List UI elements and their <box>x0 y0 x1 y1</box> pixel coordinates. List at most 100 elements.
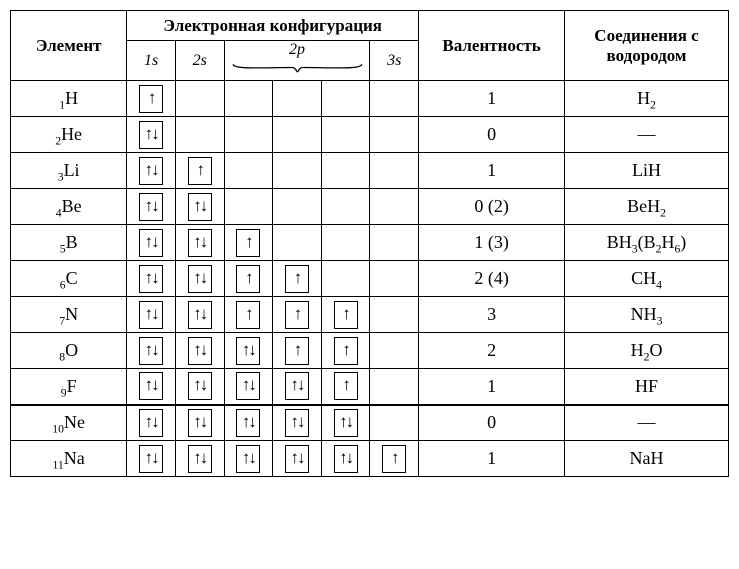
orbital-cell <box>224 189 273 225</box>
compound-cell: HF <box>565 369 729 405</box>
orbital-cell <box>273 189 322 225</box>
orbital-cell <box>370 369 419 405</box>
orbital-cell <box>321 117 370 153</box>
valence-cell: 0 <box>419 405 565 441</box>
orbital-box: ↑ <box>236 265 260 293</box>
compound-cell: BeH2 <box>565 189 729 225</box>
orbital-box: ↑↓ <box>334 409 358 437</box>
orbital-box: ↑ <box>188 157 212 185</box>
compound-cell: NH3 <box>565 297 729 333</box>
orbital-cell: ↑↓ <box>175 441 224 477</box>
header-valence: Валентность <box>419 11 565 81</box>
orbital-cell: ↑↓ <box>321 405 370 441</box>
orbital-cell: ↑ <box>321 297 370 333</box>
header-compounds: Соединения с водородом <box>565 11 729 81</box>
compound-cell: LiH <box>565 153 729 189</box>
orbital-cell: ↑ <box>273 297 322 333</box>
element-cell: 7N <box>11 297 127 333</box>
element-cell: 11Na <box>11 441 127 477</box>
orbital-cell: ↑↓ <box>273 405 322 441</box>
compound-cell: H2 <box>565 81 729 117</box>
orbital-box: ↑↓ <box>236 372 260 400</box>
orbital-cell: ↑↓ <box>224 369 273 405</box>
orbital-box: ↑↓ <box>139 229 163 257</box>
element-cell: 8O <box>11 333 127 369</box>
orbital-cell: ↑ <box>273 333 322 369</box>
orbital-cell <box>321 153 370 189</box>
orbital-cell: ↑ <box>321 369 370 405</box>
orbital-box: ↑ <box>285 265 309 293</box>
orbital-cell: ↑↓ <box>127 441 176 477</box>
orbital-cell <box>224 81 273 117</box>
table-row: 4Be ↑↓ ↑↓ 0 (2)BeH2 <box>11 189 729 225</box>
orbital-cell: ↑↓ <box>175 405 224 441</box>
orbital-cell <box>273 225 322 261</box>
orbital-cell <box>370 189 419 225</box>
orbital-box: ↑↓ <box>285 445 309 473</box>
table-row: 7N↑↓↑↓↑↑↑3NH3 <box>11 297 729 333</box>
orbital-cell <box>370 297 419 333</box>
orbital-box: ↑↓ <box>236 409 260 437</box>
valence-cell: 1 (3) <box>419 225 565 261</box>
compound-cell: H2O <box>565 333 729 369</box>
element-cell: 3Li <box>11 153 127 189</box>
orbital-cell: ↑ <box>127 81 176 117</box>
orbital-box: ↑↓ <box>139 265 163 293</box>
orbital-box: ↑↓ <box>188 265 212 293</box>
valence-cell: 1 <box>419 153 565 189</box>
orbital-box: ↑↓ <box>139 409 163 437</box>
orbital-cell: ↑↓ <box>127 261 176 297</box>
orbital-cell: ↑↓ <box>127 189 176 225</box>
orbital-cell <box>321 261 370 297</box>
orbital-cell <box>370 81 419 117</box>
element-cell: 4Be <box>11 189 127 225</box>
orbital-box: ↑↓ <box>139 157 163 185</box>
orbital-box: ↑↓ <box>139 445 163 473</box>
orbital-box: ↑ <box>285 301 309 329</box>
orbital-box: ↑↓ <box>236 445 260 473</box>
compound-cell: — <box>565 117 729 153</box>
orbital-cell: ↑ <box>175 153 224 189</box>
orbital-cell <box>370 117 419 153</box>
orbital-cell <box>175 117 224 153</box>
orbital-cell <box>321 225 370 261</box>
valence-cell: 2 (4) <box>419 261 565 297</box>
valence-cell: 0 (2) <box>419 189 565 225</box>
element-cell: 9F <box>11 369 127 405</box>
table-row: 5B↑↓↑↓↑1 (3)BH3(B2H6) <box>11 225 729 261</box>
orbital-cell <box>370 261 419 297</box>
orbital-box: ↑↓ <box>236 337 260 365</box>
orbital-cell <box>224 153 273 189</box>
orbital-cell <box>175 81 224 117</box>
orbital-box: ↑↓ <box>139 193 163 221</box>
orbital-cell <box>273 81 322 117</box>
orbital-box: ↑↓ <box>139 372 163 400</box>
orbital-cell: ↑ <box>370 441 419 477</box>
orbital-box: ↑ <box>334 301 358 329</box>
orbital-box: ↑ <box>285 337 309 365</box>
valence-cell: 3 <box>419 297 565 333</box>
orbital-cell: ↑↓ <box>127 369 176 405</box>
element-cell: 6C <box>11 261 127 297</box>
orbital-box: ↑↓ <box>285 372 309 400</box>
orbital-cell <box>273 153 322 189</box>
orbital-box: ↑↓ <box>188 193 212 221</box>
valence-cell: 2 <box>419 333 565 369</box>
orbital-cell: ↑ <box>224 297 273 333</box>
table-row: 2He↑↓0— <box>11 117 729 153</box>
valence-cell: 1 <box>419 81 565 117</box>
orbital-cell <box>370 333 419 369</box>
orbital-cell: ↑↓ <box>127 117 176 153</box>
orbital-box: ↑↓ <box>188 229 212 257</box>
orbital-box: ↑↓ <box>285 409 309 437</box>
orbital-box: ↑↓ <box>188 301 212 329</box>
orbital-box: ↑↓ <box>139 121 163 149</box>
header-2s: 2s <box>175 41 224 81</box>
compound-cell: BH3(B2H6) <box>565 225 729 261</box>
orbital-cell: ↑ <box>321 333 370 369</box>
orbital-cell: ↑↓ <box>175 369 224 405</box>
orbital-cell: ↑↓ <box>175 189 224 225</box>
orbital-box: ↑↓ <box>188 445 212 473</box>
orbital-cell: ↑↓ <box>273 369 322 405</box>
valence-cell: 0 <box>419 117 565 153</box>
